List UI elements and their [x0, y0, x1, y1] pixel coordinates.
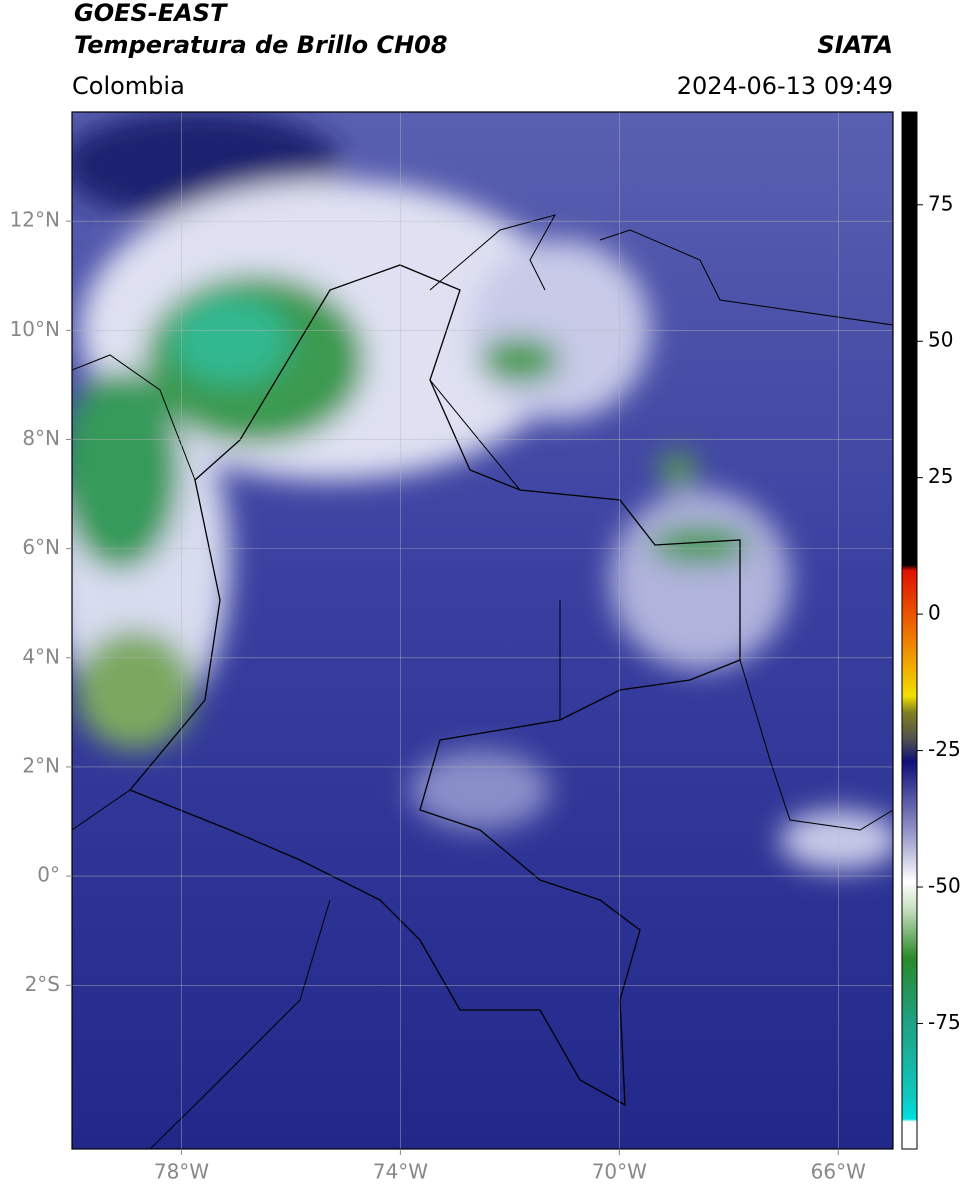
colorbar-tick-label: -50 — [928, 874, 961, 898]
cold-top — [480, 338, 560, 382]
map-frame — [71, 111, 894, 1150]
x-tick-label: 70°W — [592, 1160, 647, 1184]
cloud — [410, 750, 550, 830]
source: SIATA — [817, 31, 893, 59]
y-tick-label: 8°N — [22, 426, 60, 450]
cold-top — [170, 295, 290, 385]
colorbar-tick-label: 75 — [928, 191, 953, 215]
x-tick-label: 66°W — [811, 1160, 866, 1184]
y-tick-label: 6°N — [22, 535, 60, 559]
y-tick-label: 4°N — [22, 644, 60, 668]
colorbar-tick-label: 50 — [928, 328, 953, 352]
cloud — [780, 810, 893, 870]
cold-top — [72, 370, 180, 570]
satellite-image — [72, 112, 893, 1149]
cloud-field — [72, 112, 893, 870]
border-lines — [72, 214, 893, 1149]
y-tick-label: 2°S — [25, 972, 60, 996]
x-tick-label: 74°W — [373, 1160, 428, 1184]
subtitle: Temperatura de Brillo CH08 — [74, 31, 448, 59]
datetime: 2024-06-13 09:49 — [677, 72, 893, 100]
colorbar-tick-label: 0 — [928, 601, 941, 625]
y-tick-label: 0° — [37, 863, 60, 887]
region: Colombia — [72, 72, 185, 100]
title: GOES-EAST — [74, 0, 228, 27]
cloud — [470, 240, 650, 420]
y-tick-label: 10°N — [10, 317, 60, 341]
y-tick-label: 12°N — [10, 208, 60, 232]
cloud — [610, 490, 790, 670]
colorbar — [901, 111, 918, 1150]
cold-top — [660, 452, 696, 488]
cold-top — [75, 630, 195, 750]
colorbar-tick-label: 25 — [928, 464, 953, 488]
colorbar-tick-label: -25 — [928, 737, 961, 761]
x-tick-label: 78°W — [154, 1160, 209, 1184]
graticule — [72, 112, 893, 1149]
colorbar-tick-label: -75 — [928, 1010, 961, 1034]
cold-top — [650, 527, 750, 563]
country-border — [128, 264, 741, 1107]
y-tick-label: 2°N — [22, 753, 60, 777]
